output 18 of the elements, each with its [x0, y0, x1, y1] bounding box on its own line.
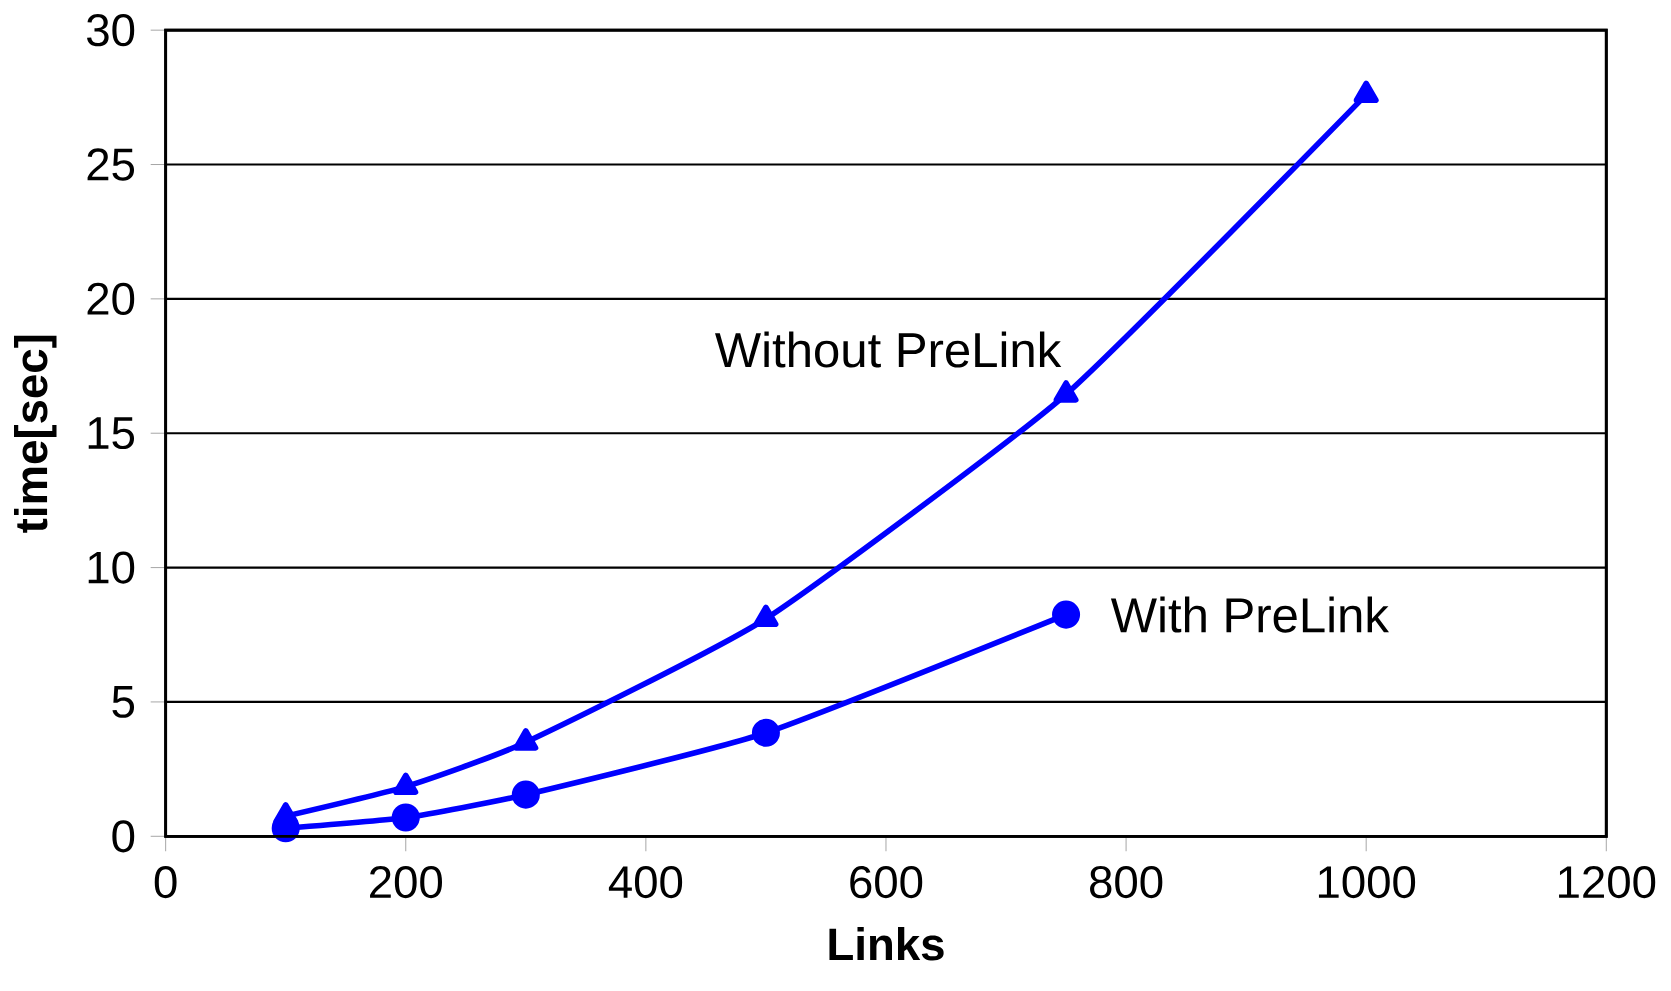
y-tick-label: 20: [87, 282, 135, 316]
x-tick-label: 800: [1090, 865, 1163, 899]
legend-label: With PreLink: [1110, 596, 1389, 633]
x-tick-label: 0: [154, 865, 177, 899]
x-tick-label: 1200: [1559, 865, 1656, 899]
series-label: Without PreLink: [715, 331, 1062, 368]
y-tick-label: 30: [87, 14, 135, 47]
y-tick-label: 15: [88, 417, 135, 450]
y-tick-label: 0: [112, 820, 135, 853]
x-axis-title: Links: [829, 927, 944, 961]
x-tick-label: 200: [370, 865, 443, 899]
y-tick-label: 25: [87, 148, 135, 181]
x-tick-label: 600: [850, 865, 923, 899]
y-tick-label: 10: [88, 551, 135, 584]
y-axis-title: time[sec]: [14, 335, 57, 533]
x-tick-label: 400: [608, 865, 683, 899]
x-tick-label: 1000: [1318, 865, 1416, 899]
y-tick-label: 5: [112, 686, 135, 718]
